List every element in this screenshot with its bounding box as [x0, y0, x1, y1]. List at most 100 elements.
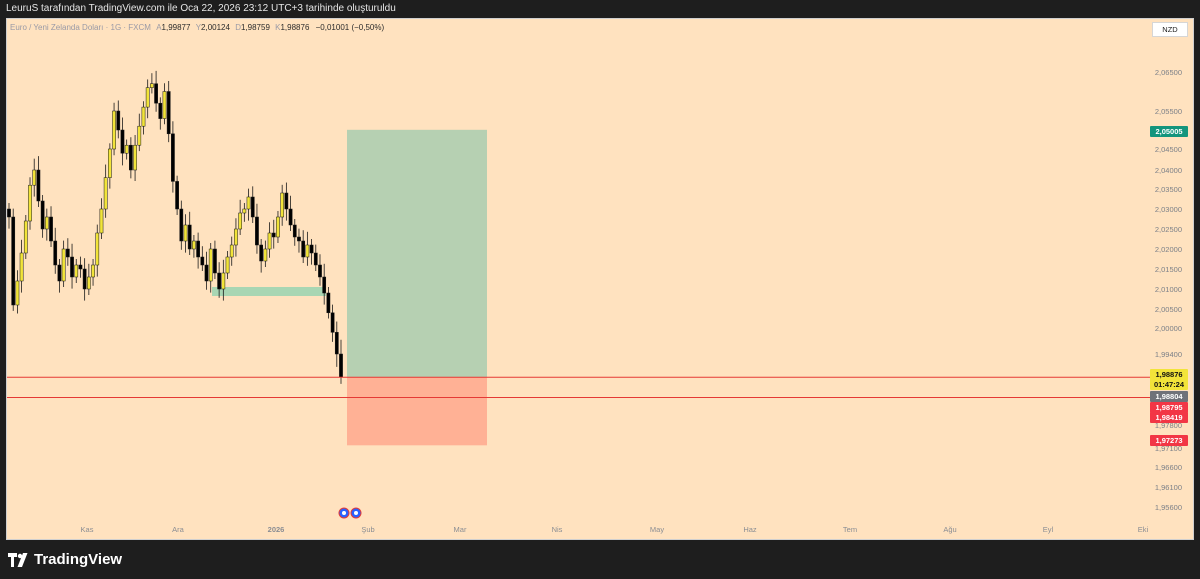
x-tick-label: 2026 [268, 525, 285, 534]
candle-body [112, 110, 116, 150]
chart-frame[interactable] [6, 18, 1194, 540]
candle-body [221, 272, 226, 290]
candle-body [246, 196, 251, 210]
currency-button[interactable]: NZD [1152, 22, 1188, 37]
price-badge-label: 1,97273 [1155, 436, 1182, 445]
price-badge-label: 1,98876 [1155, 370, 1182, 379]
open-value: 1,99877 [161, 23, 191, 32]
candle-body [162, 91, 167, 119]
candle-body [74, 264, 79, 278]
y-tick-label: 2,02500 [1155, 225, 1182, 234]
candle-body [242, 208, 247, 214]
candle-body [187, 224, 192, 250]
x-tick-label: Haz [743, 525, 757, 534]
price-badge-label: 1,98419 [1155, 413, 1182, 422]
candle-body [330, 312, 335, 333]
y-tick-label: 1,99400 [1155, 350, 1182, 359]
candle-body [19, 252, 24, 282]
y-tick-label: 2,00500 [1155, 305, 1182, 314]
candle-body [7, 208, 11, 218]
candle-body [322, 276, 327, 294]
candle-body [32, 169, 37, 186]
candle-body [284, 192, 289, 210]
candle-body [61, 248, 66, 282]
x-tick-label: Eyl [1043, 525, 1054, 534]
candle-body [263, 248, 268, 262]
symbol-name[interactable]: Euro / Yeni Zelanda Doları · 1G · FXCM [10, 23, 151, 32]
candle-body [208, 248, 213, 282]
candle-body [305, 244, 310, 258]
candle-body [103, 177, 108, 210]
y-tick-label: 2,04500 [1155, 145, 1182, 154]
candle-body [229, 244, 234, 258]
x-tick-label: Ağu [943, 525, 956, 534]
price-badge-mid [1150, 391, 1188, 402]
candle-body [108, 148, 112, 178]
x-tick-label: Nis [552, 525, 563, 534]
candle-body [11, 216, 16, 306]
candle-body [255, 216, 259, 246]
y-tick-label: 2,01000 [1155, 285, 1182, 294]
candle-body [28, 184, 32, 222]
candle-body [99, 208, 104, 234]
tradingview-logo: TradingView [8, 551, 122, 568]
price-badge-stop [1150, 402, 1188, 413]
candle-body [36, 169, 41, 202]
y-tick-label: 2,06500 [1155, 68, 1182, 77]
candle-body [40, 200, 45, 230]
candle-body [301, 240, 306, 258]
candle-body [124, 144, 129, 154]
stop-zone [347, 377, 487, 446]
candle-body [271, 232, 276, 238]
candle-body [133, 144, 137, 171]
candle-body [267, 232, 272, 250]
candle-body [154, 83, 158, 104]
open-label: A [156, 23, 162, 32]
candle-body [297, 236, 301, 242]
candle-body [129, 144, 133, 171]
candle-body [175, 181, 179, 210]
price-badge-last [1150, 369, 1188, 380]
y-tick-label: 1,97800 [1155, 421, 1182, 430]
tradingview-logo-icon [8, 552, 28, 567]
candle-body [65, 248, 70, 258]
price-badge-label: 01:47:24 [1154, 380, 1185, 389]
candle-body [150, 83, 154, 88]
candle-body [15, 280, 20, 306]
low-label: D [235, 23, 241, 32]
candle-body [225, 256, 230, 274]
candle-body [326, 292, 331, 314]
y-tick-label: 2,04000 [1155, 166, 1182, 175]
candle-body [95, 232, 100, 266]
y-tick-label: 1,95600 [1155, 503, 1182, 512]
y-tick-label: 2,02000 [1155, 245, 1182, 254]
y-tick-label: 2,03000 [1155, 205, 1182, 214]
candle-body [179, 208, 184, 242]
x-tick-label: Kas [81, 525, 94, 534]
candle-body [204, 264, 209, 282]
bottom-bar [0, 540, 1200, 579]
candle-body [70, 256, 74, 278]
close-label: K [275, 23, 281, 32]
symbol-legend: Euro / Yeni Zelanda Doları · 1G · FXCM A… [10, 22, 384, 34]
candle-body [183, 224, 188, 242]
demand-zone [212, 287, 326, 296]
candle-body [339, 353, 343, 378]
y-tick-label: 1,96600 [1155, 463, 1182, 472]
attribution-text: LeuruS tarafından TradingView.com ile Oc… [6, 3, 396, 14]
candle-body [23, 220, 28, 254]
event-marker-dot [354, 511, 358, 515]
price-badge-stop [1150, 435, 1188, 446]
candle-body [120, 129, 125, 154]
x-tick-label: Mar [454, 525, 467, 534]
candle-body [78, 264, 83, 270]
candle-body [166, 91, 171, 135]
candle-body [234, 228, 238, 246]
candle-body [116, 110, 121, 131]
high-label: Y [195, 23, 202, 32]
candle-body [44, 216, 49, 230]
x-tick-label: Eki [1138, 525, 1149, 534]
candle-body [57, 264, 62, 282]
close-value: 1,98876 [280, 23, 310, 32]
